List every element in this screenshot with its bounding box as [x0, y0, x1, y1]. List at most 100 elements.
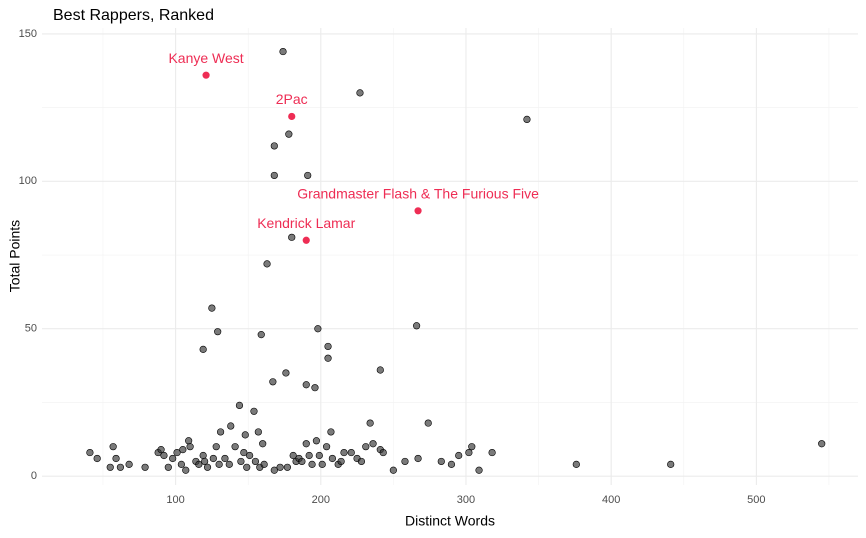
point	[289, 451, 297, 460]
y-tick-label: 0	[31, 470, 37, 482]
point	[270, 466, 278, 474]
point	[203, 463, 212, 471]
point	[298, 457, 306, 466]
point	[327, 428, 335, 436]
point	[225, 460, 233, 468]
point	[106, 463, 114, 471]
point	[283, 463, 291, 471]
point	[311, 384, 319, 392]
point	[308, 460, 316, 468]
point	[251, 457, 260, 466]
point	[356, 89, 364, 97]
point	[109, 443, 117, 451]
x-tick-label: 400	[602, 494, 620, 506]
point	[475, 466, 483, 474]
y-tick-label: 100	[19, 175, 37, 187]
point	[523, 115, 531, 123]
point	[270, 142, 278, 150]
point	[212, 443, 220, 451]
x-tick-label: 100	[166, 494, 184, 506]
point-label: Kendrick Lamar	[257, 215, 355, 231]
point	[667, 460, 675, 468]
point	[328, 454, 336, 463]
point	[279, 47, 287, 56]
point	[340, 448, 348, 457]
point	[270, 171, 278, 180]
point	[179, 446, 187, 454]
point	[369, 440, 377, 448]
y-tick-label: 150	[19, 28, 37, 40]
point	[164, 463, 172, 471]
point	[240, 448, 248, 457]
point	[276, 463, 284, 471]
point	[221, 454, 229, 463]
point	[216, 428, 225, 436]
point	[243, 463, 251, 471]
point	[182, 466, 190, 474]
point	[465, 448, 473, 457]
point	[231, 443, 239, 451]
point	[208, 304, 216, 312]
point	[254, 428, 262, 436]
point	[169, 454, 177, 463]
point	[572, 460, 580, 468]
point	[455, 451, 463, 460]
point	[314, 325, 322, 333]
x-axis-title: Distinct Words	[405, 513, 495, 529]
point	[250, 407, 258, 415]
point	[288, 233, 296, 241]
point	[347, 448, 355, 457]
point	[186, 443, 194, 451]
point-label: 2Pac	[276, 91, 308, 107]
point	[116, 463, 125, 471]
point	[366, 419, 374, 427]
point	[337, 457, 345, 466]
point	[318, 460, 326, 468]
point	[302, 440, 310, 448]
point	[263, 260, 271, 268]
point	[818, 440, 826, 448]
point	[424, 419, 432, 427]
point	[201, 457, 209, 466]
point	[312, 437, 321, 445]
point	[305, 451, 313, 460]
point	[199, 451, 207, 460]
point	[160, 451, 168, 460]
point-label: Grandmaster Flash & The Furious Five	[297, 186, 539, 202]
point	[413, 322, 421, 330]
point	[437, 457, 445, 466]
point	[209, 454, 217, 463]
x-tick-label: 300	[457, 494, 475, 506]
point	[177, 460, 185, 468]
point	[246, 451, 254, 460]
point	[241, 431, 249, 439]
point	[389, 466, 397, 474]
x-tick-label: 500	[747, 494, 765, 506]
point	[195, 460, 203, 468]
point	[376, 366, 384, 374]
point	[302, 381, 310, 389]
point	[285, 130, 293, 138]
x-tick-label: 200	[312, 494, 330, 506]
point	[324, 342, 332, 351]
y-tick-label: 50	[25, 323, 37, 335]
point	[447, 460, 456, 468]
point	[379, 448, 387, 457]
highlight-point	[202, 71, 210, 79]
point	[414, 454, 422, 463]
point	[357, 457, 366, 466]
point-label: Kanye West	[168, 50, 243, 66]
chart-title: Best Rappers, Ranked	[53, 7, 214, 24]
point	[214, 328, 222, 336]
point	[269, 378, 277, 386]
point	[125, 460, 133, 468]
point	[86, 448, 94, 457]
point	[112, 454, 120, 463]
point	[199, 345, 207, 353]
point	[157, 446, 165, 454]
point	[468, 443, 476, 451]
point	[324, 354, 332, 362]
point	[237, 457, 245, 466]
point	[260, 460, 268, 468]
